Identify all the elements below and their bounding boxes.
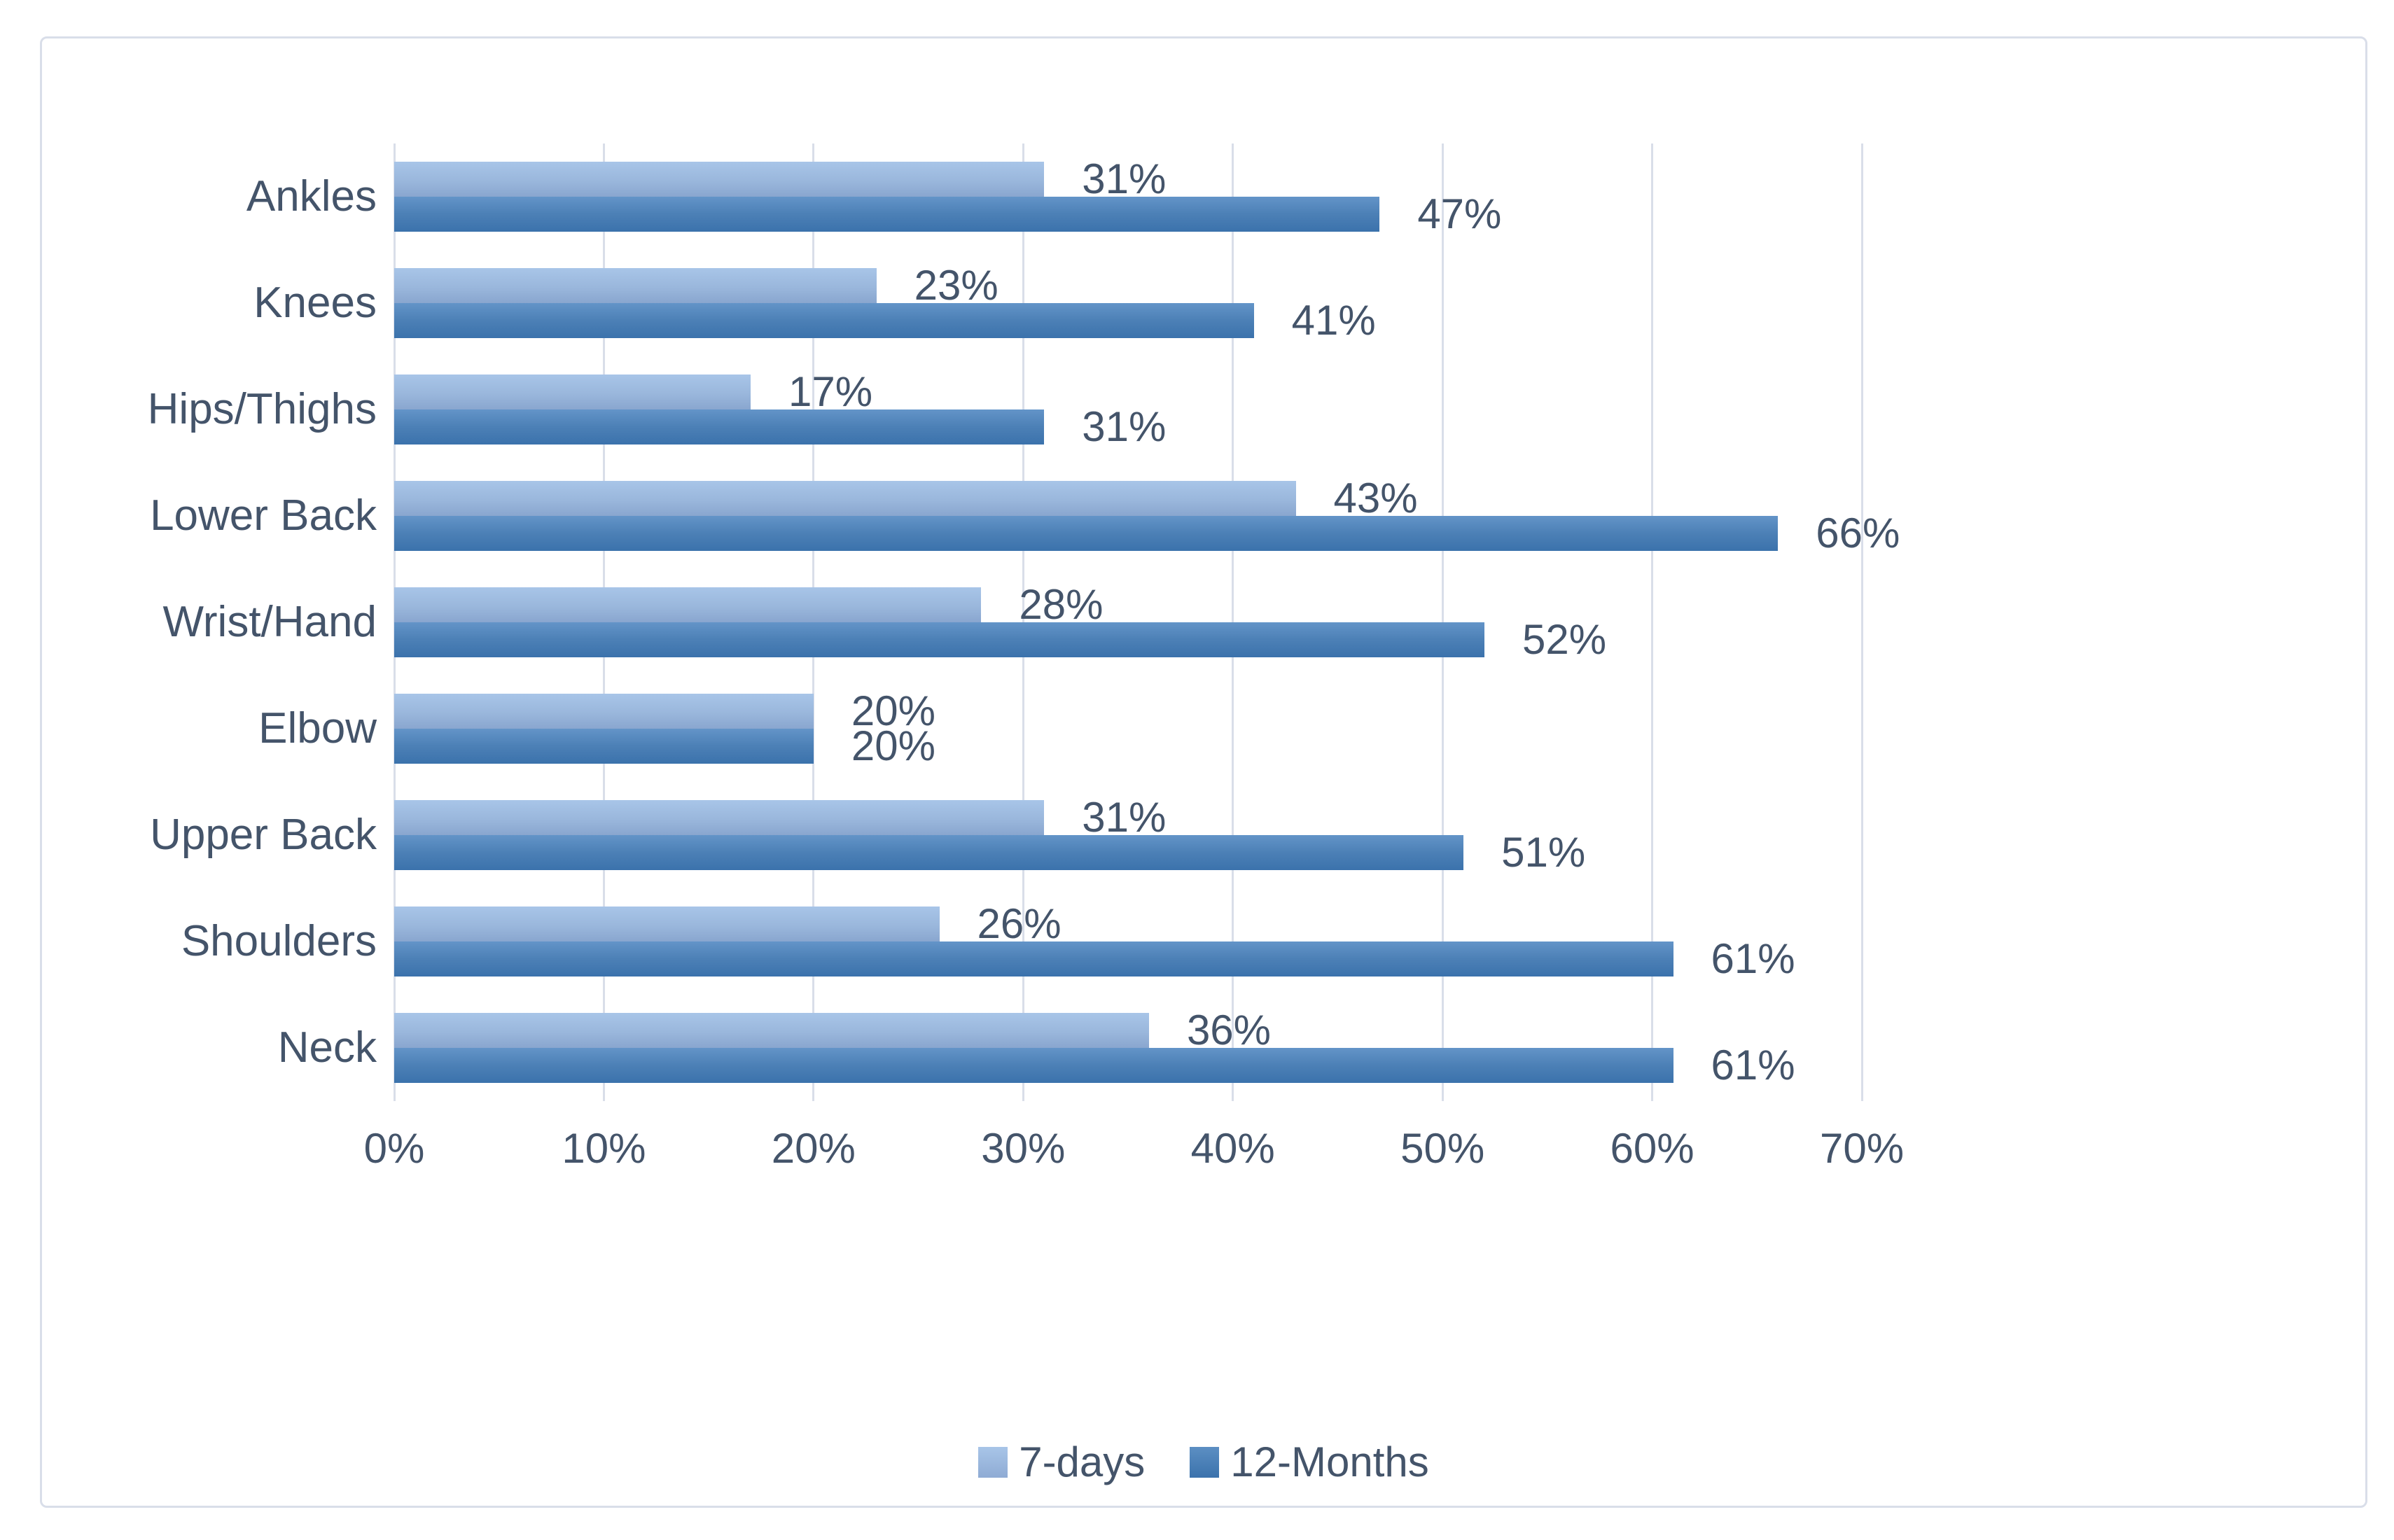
- value-label-12-months: 20%: [851, 722, 935, 769]
- bar-12-months: [394, 835, 1464, 870]
- x-tick-label: 60%: [1610, 1125, 1694, 1172]
- legend-item-7-days: 7-days: [978, 1441, 1145, 1483]
- x-axis: 0% 10% 20% 30% 40% 50% 60% 70%: [364, 1125, 1904, 1184]
- category-label: Elbow: [258, 704, 377, 752]
- value-label-7-days: 31%: [1082, 155, 1167, 202]
- bar-7-days: [394, 587, 982, 622]
- category-axis: Ankles Knees Hips/Thighs Lower Back Wrist/Ha…: [84, 144, 377, 1101]
- x-tick-label: 40%: [1190, 1125, 1275, 1172]
- bar-12-months: [394, 622, 1485, 657]
- bar-7-days: [394, 694, 814, 729]
- value-label-12-months: 61%: [1711, 1042, 1795, 1088]
- value-label-12-months: 31%: [1082, 403, 1167, 450]
- category-label: Upper Back: [150, 811, 377, 859]
- bar-7-days: [394, 1013, 1149, 1048]
- bar-12-months: [394, 303, 1254, 338]
- legend-swatch-7-days: [978, 1447, 1008, 1478]
- bar-12-months: [394, 729, 814, 764]
- x-tick-label: 70%: [1819, 1125, 1905, 1172]
- chart-container: 31% 47% 23% 41% 17% 31% 43% 66% 28% 52% 20% 20% 31% 5…: [40, 36, 2367, 1508]
- value-label-7-days: 36%: [1186, 1007, 1272, 1054]
- x-tick-label: 10%: [562, 1125, 646, 1172]
- bar-12-months: [394, 410, 1045, 444]
- value-label-12-months: 47%: [1417, 190, 1502, 237]
- bar-7-days: [394, 268, 877, 303]
- bar-12-months: [394, 1048, 1673, 1083]
- legend: 7-days 12-Months: [42, 1441, 2365, 1483]
- bar-7-days: [394, 162, 1045, 197]
- value-label-12-months: 52%: [1522, 616, 1607, 663]
- category-label: Knees: [253, 279, 377, 327]
- category-label: Ankles: [246, 172, 377, 220]
- value-label-7-days: 20%: [851, 687, 935, 734]
- bar-7-days: [394, 481, 1296, 516]
- value-label-7-days: 26%: [977, 900, 1062, 947]
- bar-12-months: [394, 941, 1673, 976]
- category-label: Neck: [277, 1023, 377, 1072]
- bar-7-days: [394, 906, 940, 941]
- bar-12-months: [394, 197, 1380, 232]
- value-label-12-months: 41%: [1291, 297, 1376, 344]
- value-label-12-months: 51%: [1501, 829, 1586, 876]
- value-label-7-days: 23%: [914, 262, 998, 309]
- value-label-12-months: 61%: [1711, 935, 1795, 982]
- legend-item-12-months: 12-Months: [1190, 1438, 1429, 1485]
- gridline-70%: [1860, 144, 1863, 1101]
- value-label-7-days: 28%: [1019, 581, 1104, 628]
- category-label: Wrist/Hand: [162, 598, 377, 646]
- category-label: Shoulders: [181, 917, 377, 965]
- value-label-7-days: 31%: [1082, 794, 1167, 841]
- legend-swatch-12-months: [1190, 1447, 1220, 1478]
- value-label-7-days: 43%: [1333, 475, 1418, 522]
- bar-7-days: [394, 374, 751, 410]
- x-tick-label: 30%: [981, 1125, 1066, 1172]
- bar-7-days: [394, 800, 1045, 835]
- bar-12-months: [394, 516, 1779, 551]
- value-label-7-days: 17%: [788, 368, 873, 415]
- gridline-60%: [1651, 144, 1654, 1101]
- x-tick-label: 20%: [771, 1125, 856, 1172]
- x-tick-label: 50%: [1400, 1125, 1485, 1172]
- x-tick-label: 0%: [363, 1125, 425, 1172]
- legend-label-12-months: 12-Months: [1230, 1438, 1429, 1485]
- category-label: Lower Back: [150, 491, 377, 540]
- value-label-12-months: 66%: [1816, 510, 1900, 556]
- category-label: Hips/Thighs: [147, 385, 377, 433]
- plot-area: 31% 47% 23% 41% 17% 31% 43% 66% 28% 52% 20% 20% 31% 5…: [393, 144, 1900, 1101]
- legend-label-7-days: 7-days: [1019, 1438, 1146, 1485]
